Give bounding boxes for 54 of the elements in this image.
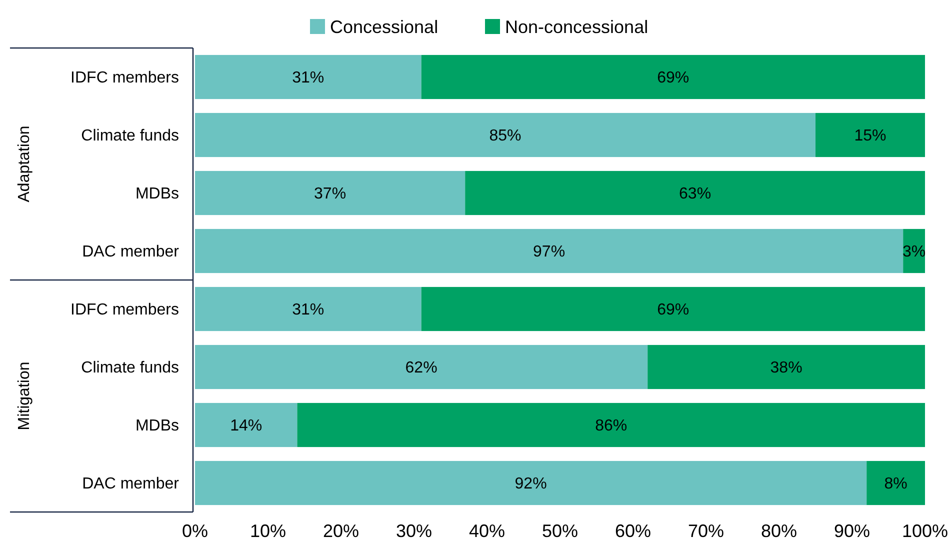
bar [195, 170, 466, 216]
x-tick-label: 100% [902, 521, 948, 541]
data-label: 69% [657, 70, 690, 87]
bar [648, 344, 925, 390]
bar [195, 286, 422, 332]
legend-label: Concessional [330, 16, 438, 37]
data-label: 38% [770, 360, 802, 377]
bar [195, 460, 867, 506]
data-label: 14% [230, 418, 262, 435]
y-tick-label: Climate funds [81, 128, 179, 145]
legend-label: Non-concessional [505, 16, 648, 37]
bar [195, 402, 298, 448]
data-label: 97% [533, 244, 566, 261]
data-label: 85% [489, 128, 522, 145]
data-label: 15% [854, 128, 886, 145]
bar [866, 460, 925, 506]
y-tick-label: Climate funds [81, 360, 179, 377]
y-tick-label: IDFC members [70, 302, 179, 319]
text: Mitigation [16, 362, 33, 430]
y-tick-label: MDBs [135, 418, 179, 435]
text: Adaptation [16, 126, 33, 202]
data-label: 31% [292, 70, 324, 87]
data-label: 8% [884, 476, 908, 493]
x-tick-label: 10% [250, 521, 286, 541]
data-label: 92% [514, 476, 547, 493]
bar [816, 112, 925, 158]
x-tick-label: 60% [614, 521, 652, 541]
x-tick-label: 70% [688, 521, 724, 541]
bar [195, 112, 816, 158]
bar [195, 54, 422, 100]
data-label: 62% [405, 360, 438, 377]
y-tick-label: DAC member [82, 244, 180, 261]
data-label: 3% [902, 244, 926, 261]
y-tick-label: DAC member [82, 476, 180, 493]
y-tick-label: MDBs [135, 186, 179, 203]
x-tick-label: 40% [468, 521, 506, 541]
data-label: 37% [314, 186, 346, 203]
data-label: 31% [292, 302, 324, 319]
x-tick-label: 20% [322, 521, 360, 541]
bar [195, 344, 648, 390]
data-label: 86% [595, 418, 628, 435]
data-label: 69% [657, 302, 690, 319]
x-tick-label: 0% [182, 521, 208, 541]
bar [421, 286, 925, 332]
bar [195, 228, 904, 274]
x-tick-label: 80% [760, 521, 798, 541]
data-label: 63% [679, 186, 712, 203]
x-tick-label: 50% [542, 521, 578, 541]
bar [297, 402, 925, 448]
bar [465, 170, 925, 216]
bar [421, 54, 925, 100]
y-tick-label: IDFC members [70, 70, 179, 87]
x-tick-label: 30% [396, 521, 432, 541]
x-tick-label: 90% [834, 521, 870, 541]
